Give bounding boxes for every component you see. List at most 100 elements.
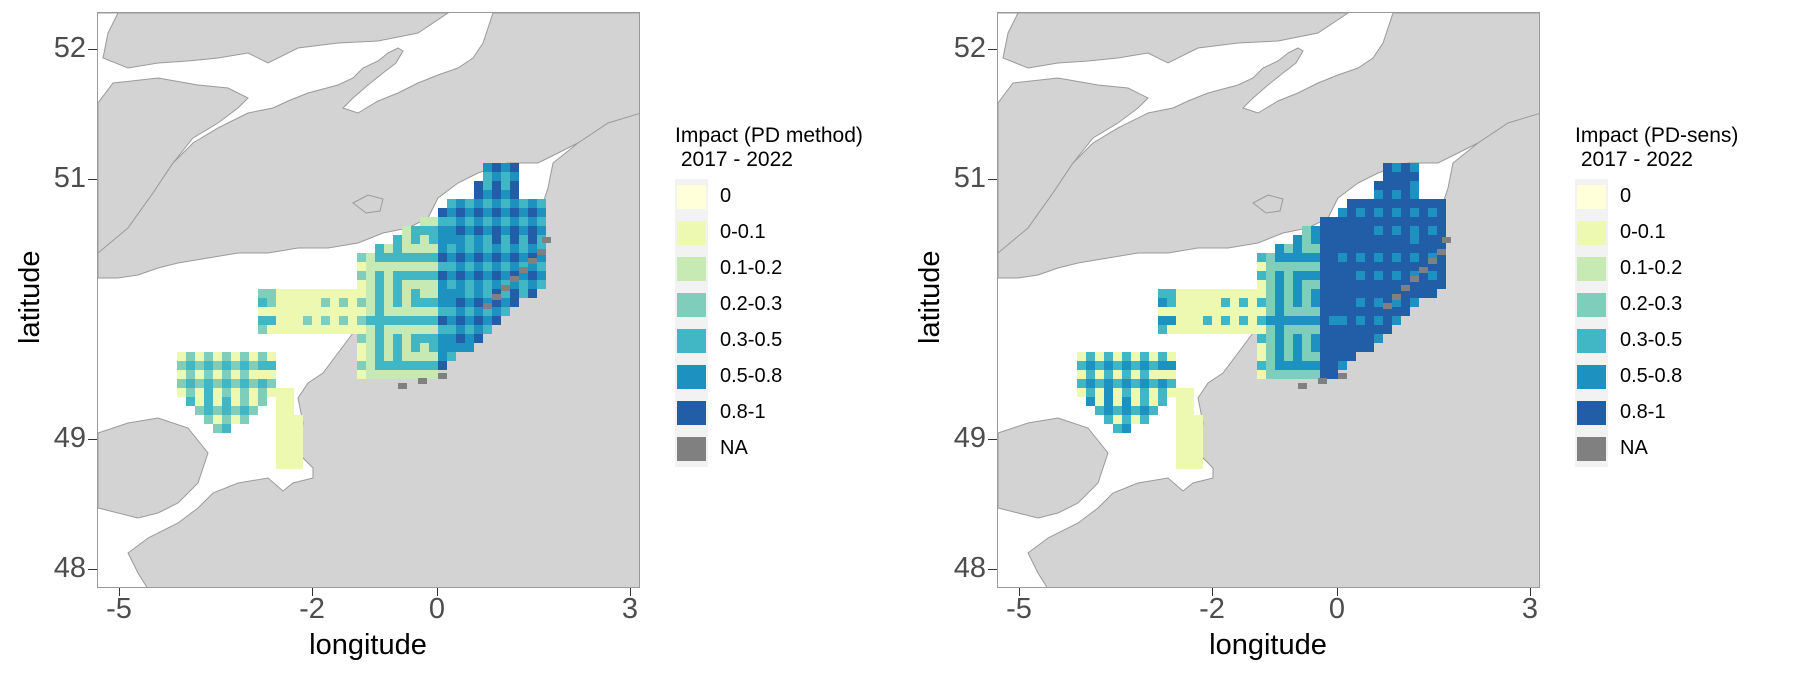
impact-cell-na [398,383,407,389]
impact-cell [501,226,510,235]
impact-cell [474,325,483,334]
impact-cell [1410,262,1419,271]
impact-cell [402,352,411,361]
impact-cell [1329,307,1338,316]
impact-cell [528,226,537,235]
impact-cell [1194,325,1203,334]
impact-cell [447,199,456,208]
impact-cell [1212,325,1221,334]
impact-cell [1176,433,1185,442]
impact-cell [285,307,294,316]
impact-cell [1185,316,1194,325]
impact-cell [492,298,501,307]
impact-cell [1401,280,1410,289]
impact-cell [1122,379,1131,388]
impact-cell-na [510,276,519,282]
impact-cell [1392,199,1401,208]
impact-cell [240,361,249,370]
impact-cell [1419,235,1428,244]
impact-cell [1176,316,1185,325]
impact-cell [330,298,339,307]
impact-cell [465,217,474,226]
impact-cell [402,244,411,253]
impact-cell [1356,253,1365,262]
impact-cell [267,289,276,298]
x-tick-label: -2 [299,593,325,625]
impact-cell [438,343,447,352]
legend-swatch [1577,401,1606,425]
impact-cell [186,370,195,379]
impact-cell [1203,307,1212,316]
impact-cell [276,298,285,307]
y-tick-mark [88,569,97,570]
impact-cell [1266,307,1275,316]
impact-cell [1203,298,1212,307]
impact-cell [510,172,519,181]
impact-cell [375,289,384,298]
impact-cell [294,289,303,298]
impact-cell [357,370,366,379]
impact-cell [1257,343,1266,352]
impact-cell [357,262,366,271]
impact-cell [1338,235,1347,244]
impact-cell [474,217,483,226]
impact-cell [1392,316,1401,325]
impact-cell [1320,280,1329,289]
impact-cell [510,208,519,217]
impact-cell [213,406,222,415]
x-tick-label: 0 [428,593,446,625]
impact-cell [1284,361,1293,370]
impact-cell [204,406,213,415]
impact-cell [1374,316,1383,325]
impact-cell [465,289,474,298]
legend-label: 0.3-0.5 [720,329,783,351]
impact-cell [222,415,231,424]
impact-cell [474,208,483,217]
impact-cell [177,370,186,379]
impact-cell [1338,226,1347,235]
legend-item: 0.1-0.2 [675,251,782,287]
impact-cell [510,280,519,289]
impact-cell [231,397,240,406]
impact-cell [510,199,519,208]
impact-cell [519,280,528,289]
impact-cell [276,316,285,325]
impact-cell [456,208,465,217]
impact-cell [1158,397,1167,406]
impact-cell [1329,271,1338,280]
impact-cell [276,451,285,460]
y-tick-mark [988,179,997,180]
impact-cell [1185,388,1194,397]
impact-cell [393,262,402,271]
x-axis-title: longitude [309,629,427,661]
impact-cell [456,271,465,280]
impact-cell [483,226,492,235]
impact-cell [1077,361,1086,370]
impact-cell [1320,217,1329,226]
impact-cell [1266,361,1275,370]
impact-cell [1293,244,1302,253]
impact-cell [420,244,429,253]
impact-cell [276,388,285,397]
impact-cell [393,334,402,343]
impact-cell [1419,244,1428,253]
impact-cell [384,316,393,325]
impact-cell [1347,271,1356,280]
impact-cell [177,352,186,361]
impact-cell [1221,325,1230,334]
impact-cell [1185,424,1194,433]
impact-cell [1293,325,1302,334]
impact-cell [1167,361,1176,370]
impact-cell [1365,316,1374,325]
impact-cell [1275,280,1284,289]
impact-cell [420,343,429,352]
impact-cell [276,406,285,415]
impact-cell [285,388,294,397]
impact-cell [1266,352,1275,361]
impact-cell [1383,262,1392,271]
impact-cell [1320,316,1329,325]
impact-cell [1347,253,1356,262]
impact-cell [366,271,375,280]
impact-cell [456,226,465,235]
impact-cell [438,226,447,235]
